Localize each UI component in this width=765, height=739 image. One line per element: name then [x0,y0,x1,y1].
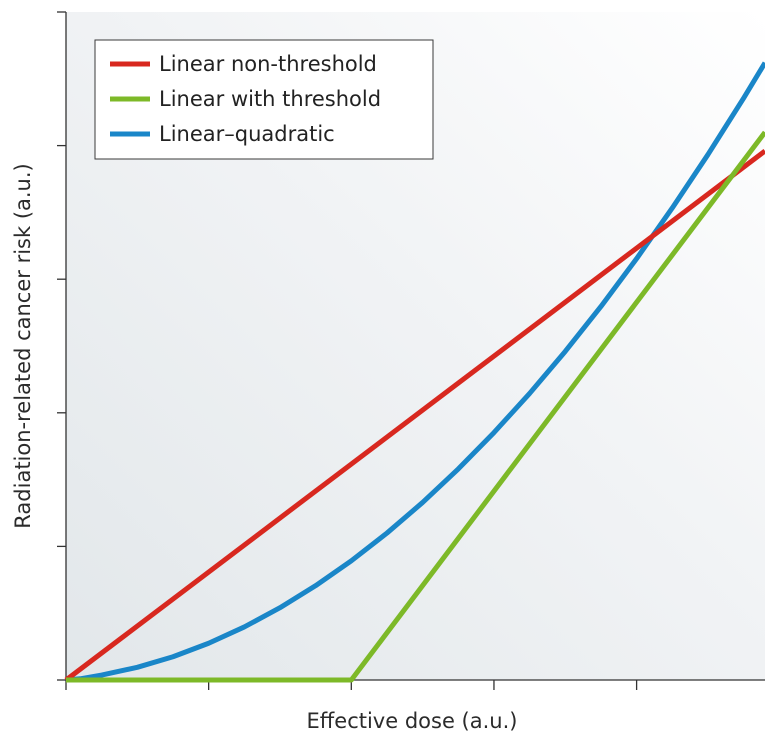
x-axis-title: Effective dose (a.u.) [307,709,518,733]
series-layer [64,61,765,683]
series-line-linear-non-threshold [64,148,765,682]
series-line-linear-with-threshold [66,130,765,683]
y-axis-title: Radiation-related cancer risk (a.u.) [11,163,35,528]
legend: Linear non-threshold Linear with threshol… [94,39,434,160]
legend-label: Linear non-threshold [159,52,377,76]
legend-label: Linear with threshold [159,87,381,111]
legend-label: Linear–quadratic [159,122,335,146]
legend-box [94,39,434,160]
